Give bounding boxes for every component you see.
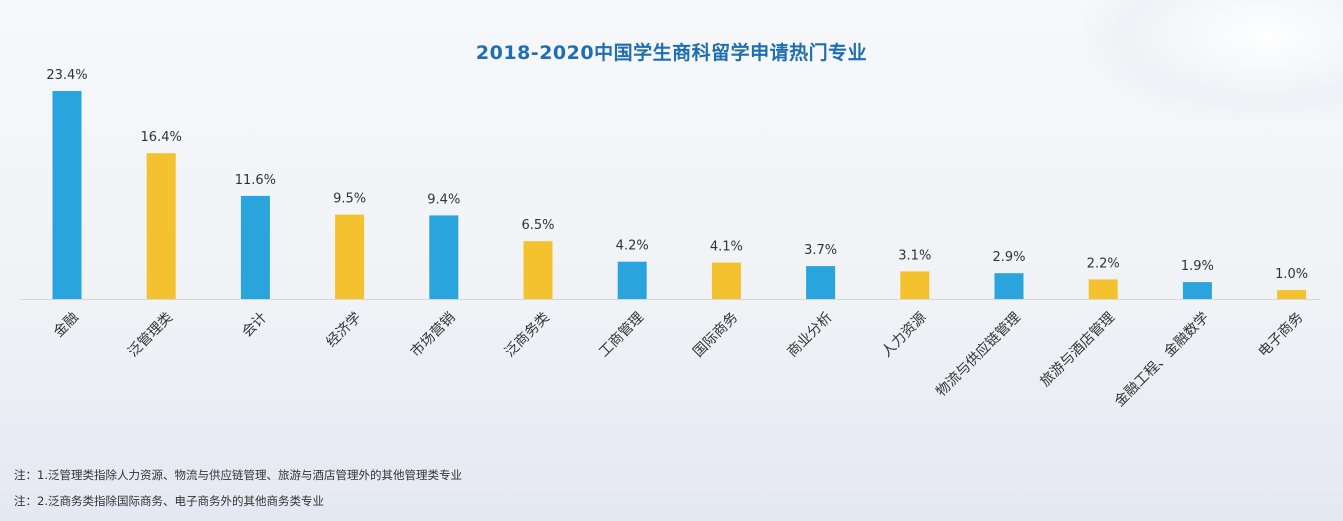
footnotes: 注：1.泛管理类指除人力资源、物流与供应链管理、旅游与酒店管理外的其他管理类专业…: [14, 462, 462, 514]
value-label-13: 1.0%: [1275, 267, 1308, 282]
bar-3: [335, 214, 365, 299]
bar-10: [994, 273, 1024, 299]
footnote-1: 注：1.泛管理类指除人力资源、物流与供应链管理、旅游与酒店管理外的其他管理类专业: [14, 468, 462, 482]
value-label-5: 6.5%: [521, 218, 554, 233]
value-label-0: 23.4%: [46, 68, 87, 83]
category-label-8: 商业分析: [785, 310, 836, 361]
category-label-7: 国际商务: [690, 310, 741, 361]
category-label-12: 金融工程、金融数学: [1112, 310, 1212, 410]
bar-6: [617, 261, 647, 299]
bar-7: [711, 262, 741, 299]
value-label-7: 4.1%: [710, 240, 743, 255]
bar-11: [1088, 279, 1118, 299]
value-label-10: 2.9%: [992, 250, 1025, 265]
value-label-8: 3.7%: [804, 243, 837, 258]
category-label-2: 会计: [239, 310, 270, 341]
category-label-6: 工商管理: [596, 310, 647, 361]
value-label-9: 3.1%: [898, 248, 931, 263]
category-label-5: 泛商务类: [502, 310, 553, 361]
value-label-2: 11.6%: [235, 173, 276, 188]
bar-13: [1277, 290, 1307, 299]
bar-1: [146, 153, 176, 299]
value-label-11: 2.2%: [1087, 256, 1120, 271]
bar-4: [429, 215, 459, 299]
category-label-3: 经济学: [323, 310, 364, 351]
bar-0: [52, 91, 82, 299]
bar-5: [523, 241, 553, 299]
bar-2: [240, 195, 270, 299]
value-label-1: 16.4%: [141, 130, 182, 145]
category-label-0: 金融: [51, 310, 82, 341]
category-label-11: 旅游与酒店管理: [1037, 310, 1118, 391]
category-label-4: 市场营销: [407, 309, 459, 361]
category-label-13: 电子商务: [1256, 310, 1307, 361]
bar-9: [900, 271, 930, 299]
value-label-4: 9.4%: [427, 192, 460, 207]
category-label-10: 物流与供应链管理: [933, 309, 1024, 400]
category-label-1: 泛管理类: [125, 310, 176, 361]
bar-12: [1182, 282, 1212, 299]
value-label-6: 4.2%: [616, 239, 649, 254]
footnote-2: 注：2.泛商务类指除国际商务、电子商务外的其他商务类专业: [14, 494, 324, 508]
category-label-9: 人力资源: [879, 310, 930, 361]
chart-title: 2018-2020中国学生商科留学申请热门专业: [475, 42, 868, 64]
value-label-12: 1.9%: [1181, 259, 1214, 274]
value-label-3: 9.5%: [333, 192, 366, 207]
bar-8: [806, 266, 836, 299]
